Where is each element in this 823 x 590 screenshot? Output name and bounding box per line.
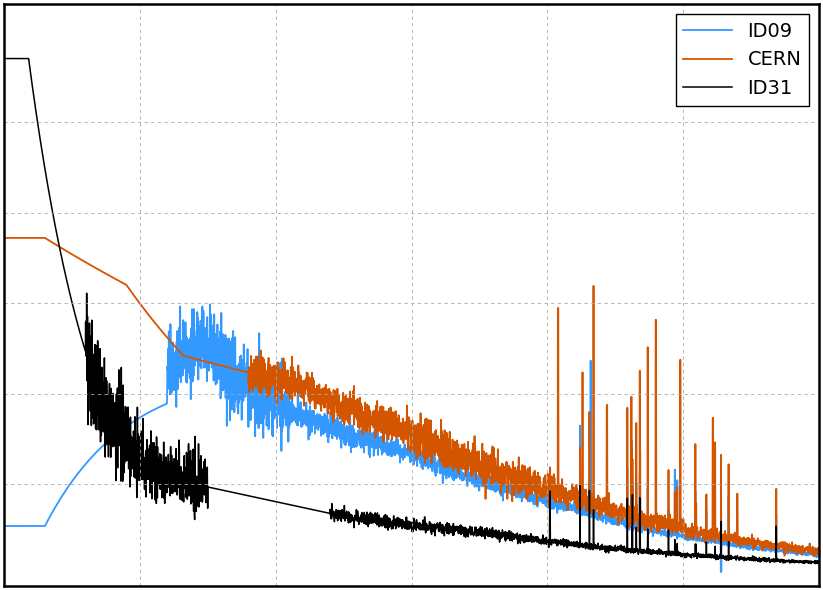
CERN [386,431,396,438]
ID31 [788,558,798,565]
ID09 [591,512,601,519]
CERN [348,388,358,395]
ID31 [748,555,758,562]
CERN [591,504,601,512]
ID09 [789,549,799,556]
ID31 [813,560,823,568]
ID09 [387,437,397,444]
Legend: ID09, CERN, ID31: ID09, CERN, ID31 [676,14,809,106]
CERN [814,546,823,553]
ID31 [342,510,351,517]
CERN [809,552,819,559]
Line: CERN: CERN [4,238,819,556]
CERN [788,548,798,555]
ID31 [0,55,9,62]
ID09 [0,523,9,530]
Line: ID31: ID31 [4,58,819,564]
Line: ID09: ID09 [4,304,819,572]
ID31 [386,518,396,525]
ID09 [814,552,823,559]
ID09 [205,301,215,308]
ID31 [348,516,358,523]
CERN [342,409,351,416]
ID09 [749,545,759,552]
CERN [0,234,9,241]
CERN [748,537,758,544]
ID31 [591,545,601,552]
ID09 [716,568,726,575]
ID31 [814,558,823,565]
ID09 [342,422,351,430]
ID09 [348,435,358,442]
